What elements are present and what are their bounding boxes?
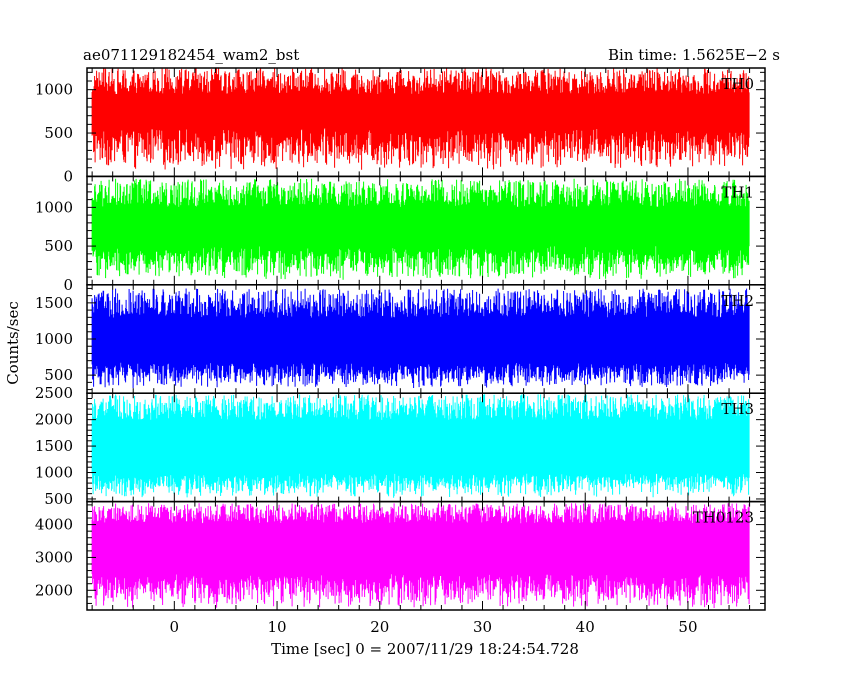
x-tick-label: 0 [170,618,180,636]
y-tick-label: 1000 [35,464,73,482]
y-tick-label: 2000 [35,581,73,599]
series-th2-line [91,288,750,389]
y-tick-label: 500 [44,490,73,508]
x-axis-label: Time [sec] 0 = 2007/11/29 18:24:54.728 [271,640,579,658]
bin-time-label: Bin time: 1.5625E−2 s [608,46,780,64]
panel-frame-th0123 [86,500,766,611]
chart-title: ae071129182454_wam2_bst [83,46,299,64]
y-tick-label: 500 [44,366,73,384]
x-tick-label: 30 [473,618,492,636]
y-tick-label: 0 [63,276,73,294]
y-tick-label: 4000 [35,516,73,534]
y-tick-label: 500 [44,124,73,142]
panel-label-th0: TH0 [721,75,754,93]
y-tick-label: 3000 [35,548,73,566]
y-tick-label: 1000 [35,330,73,348]
y-tick-label: 2500 [35,384,73,402]
y-tick-label: 1000 [35,198,73,216]
x-tick-label: 10 [267,618,286,636]
panel-label-th3: TH3 [721,400,754,418]
panel-label-th1: TH1 [721,183,754,201]
series-th0-line [91,68,750,170]
x-tick-label: 40 [576,618,595,636]
panel-label-th2: TH2 [721,292,754,310]
x-tick-label: 50 [678,618,697,636]
x-tick-label: 20 [370,618,389,636]
y-tick-label: 500 [44,237,73,255]
y-tick-label: 1000 [35,81,73,99]
y-axis-label: Counts/sec [4,301,22,385]
y-tick-label: 1500 [35,294,73,312]
series-th0123-line [91,503,750,608]
y-tick-label: 1500 [35,437,73,455]
series-th1-line [91,178,750,280]
y-tick-label: 0 [63,167,73,185]
series-th3-line [91,394,750,498]
panel-label-th0123: TH0123 [693,509,754,527]
y-tick-label: 2000 [35,411,73,429]
